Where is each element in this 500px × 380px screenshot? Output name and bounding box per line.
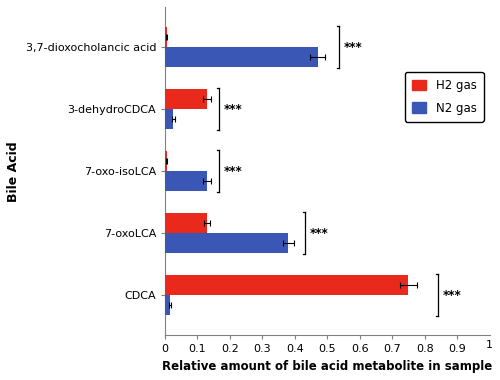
Bar (165, 171, 207, 191)
Text: ***: *** (224, 103, 242, 116)
Bar (165, 213, 207, 233)
Bar (165, 295, 170, 315)
Bar (165, 27, 166, 47)
Text: 1: 1 (486, 340, 493, 350)
Bar (165, 276, 408, 295)
Legend: H2 gas, N2 gas: H2 gas, N2 gas (405, 72, 483, 122)
Bar (165, 233, 288, 253)
Y-axis label: Bile Acid: Bile Acid (7, 141, 20, 201)
Text: ***: *** (310, 227, 328, 240)
Bar (165, 109, 173, 129)
Text: ***: *** (224, 165, 242, 178)
Text: ***: *** (442, 289, 461, 302)
Bar (165, 151, 166, 171)
Text: ***: *** (344, 41, 362, 54)
X-axis label: Relative amount of bile acid metabolite in sample: Relative amount of bile acid metabolite … (162, 360, 492, 373)
Bar (165, 47, 318, 67)
Bar (165, 89, 207, 109)
